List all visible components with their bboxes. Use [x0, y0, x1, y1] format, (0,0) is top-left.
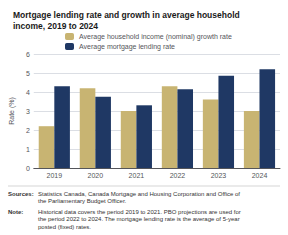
svg-text:Historical data covers the per: Historical data covers the period 2019 t…	[38, 209, 241, 215]
svg-text:the period 2022 to 2024. The m: the period 2022 to 2024. The mortgage le…	[38, 216, 240, 222]
svg-text:2019: 2019	[47, 172, 63, 179]
svg-text:Statistics Canada, Canada Mort: Statistics Canada, Canada Mortgage and H…	[38, 191, 240, 197]
svg-text:Mortgage lending rate and grow: Mortgage lending rate and growth in aver…	[13, 10, 240, 20]
svg-text:2022: 2022	[170, 172, 186, 179]
svg-text:2: 2	[26, 127, 30, 134]
svg-text:5: 5	[26, 70, 30, 77]
svg-text:2020: 2020	[88, 172, 104, 179]
svg-text:the Parliamentary Budget Offic: the Parliamentary Budget Officer.	[38, 198, 127, 204]
svg-text:3: 3	[26, 108, 30, 115]
svg-text:2024: 2024	[252, 172, 268, 179]
svg-text:1: 1	[26, 146, 30, 153]
svg-text:Average mortgage lending rate: Average mortgage lending rate	[79, 43, 175, 51]
svg-text:0: 0	[26, 165, 30, 172]
svg-text:posted (fixed) rates.: posted (fixed) rates.	[38, 224, 91, 230]
svg-text:Average household income (nomi: Average household income (nominal) growt…	[79, 33, 232, 41]
svg-text:Sources:: Sources:	[8, 191, 34, 197]
svg-text:2021: 2021	[129, 172, 145, 179]
svg-text:Note:: Note:	[8, 209, 23, 215]
svg-text:income, 2019 to 2024: income, 2019 to 2024	[13, 21, 98, 31]
svg-text:Rate (%): Rate (%)	[8, 97, 16, 125]
svg-text:6: 6	[26, 51, 30, 58]
svg-text:4: 4	[26, 89, 30, 96]
svg-text:2023: 2023	[211, 172, 227, 179]
